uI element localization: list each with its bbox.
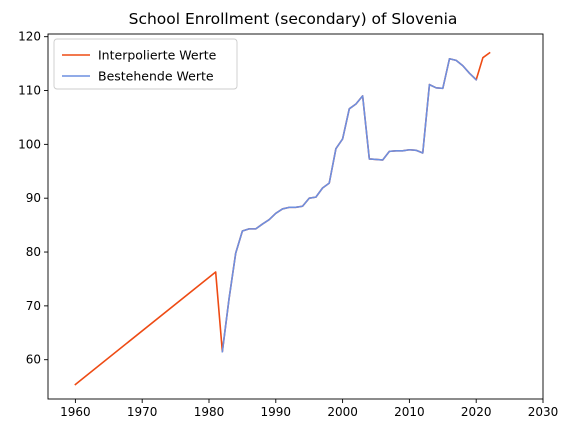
chart-title: School Enrollment (secondary) of Sloveni… [129, 10, 458, 28]
legend-box [53, 38, 238, 90]
legend-label-2: Bestehende Werte [98, 69, 214, 84]
series-line-2 [221, 57, 478, 353]
x-tick-label: 1980 [194, 405, 225, 419]
axes: 1960 1970 1980 1990 2000 2010 2020 2030 60 70 80 90… [18, 30, 558, 419]
y-tick-label: 100 [18, 137, 41, 151]
y-tick-label: 80 [26, 245, 41, 259]
y-tick-label: 110 [18, 84, 41, 98]
y-tick-label: 120 [18, 30, 41, 44]
x-tick-label: 2010 [394, 405, 425, 419]
plot-area [74, 51, 491, 386]
legend: Interpolierte Werte Bestehende Werte [53, 38, 238, 90]
x-tick-label: 2000 [327, 405, 358, 419]
y-tick-label: 70 [26, 299, 41, 313]
x-tick-label: 2020 [461, 405, 492, 419]
y-tick-label: 90 [26, 191, 41, 205]
x-tick-label: 1990 [261, 405, 292, 419]
x-tick-label: 1970 [127, 405, 158, 419]
x-tick-label: 2030 [528, 405, 559, 419]
axes-frame [47, 33, 544, 400]
y-tick-label: 60 [26, 353, 41, 367]
legend-label-1: Interpolierte Werte [98, 48, 217, 63]
x-tick-label: 1960 [60, 405, 91, 419]
